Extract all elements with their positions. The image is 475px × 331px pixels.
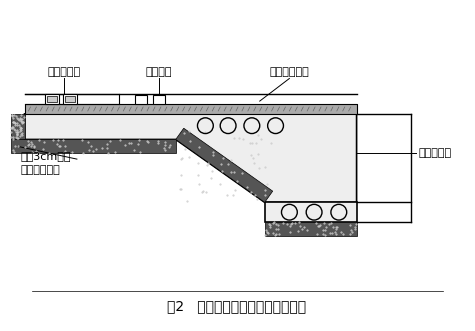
Polygon shape xyxy=(265,222,357,236)
Bar xyxy=(63,94,77,104)
Polygon shape xyxy=(176,128,273,202)
Text: 粘贴3cm厚橡
塑泡沫保温层: 粘贴3cm厚橡 塑泡沫保温层 xyxy=(20,151,71,175)
Text: 电热发热垫: 电热发热垫 xyxy=(48,67,81,76)
Bar xyxy=(45,94,59,104)
Bar xyxy=(65,96,75,102)
Polygon shape xyxy=(25,104,357,114)
Bar xyxy=(47,96,57,102)
Bar xyxy=(135,95,147,104)
Bar xyxy=(153,95,165,104)
Polygon shape xyxy=(10,139,176,153)
Polygon shape xyxy=(10,114,25,139)
Text: 发热电缆: 发热电缆 xyxy=(146,67,172,76)
Text: 棉被（苫布）: 棉被（苫布） xyxy=(269,67,309,76)
Polygon shape xyxy=(265,202,357,222)
Text: 预应力管道: 预应力管道 xyxy=(419,148,452,158)
Polygon shape xyxy=(25,114,357,202)
Text: 图2   连续梁脱模后梁段保温示意图: 图2 连续梁脱模后梁段保温示意图 xyxy=(168,300,306,313)
